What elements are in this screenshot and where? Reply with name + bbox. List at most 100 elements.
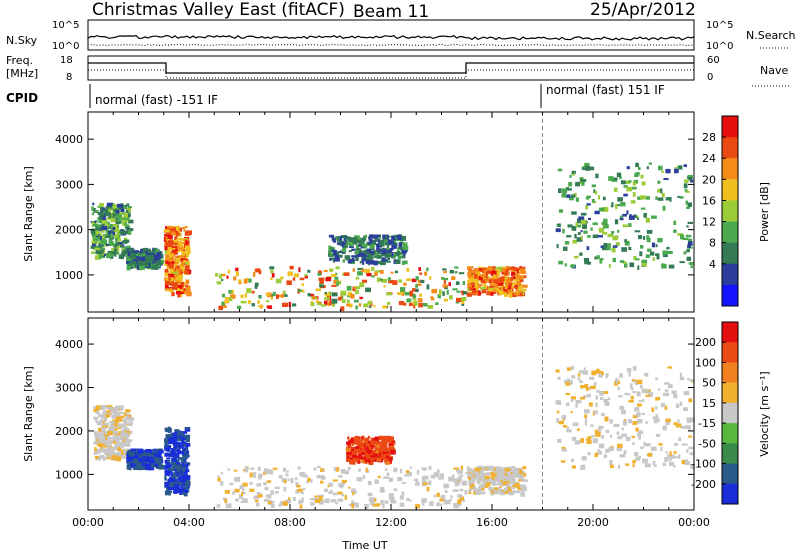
echo-cell — [172, 254, 176, 258]
echo-cell — [632, 421, 638, 425]
echo-cell — [131, 465, 138, 468]
echo-cell — [242, 498, 248, 503]
echo-cell — [107, 431, 113, 436]
echo-cell — [476, 465, 483, 470]
echo-cell — [179, 490, 182, 495]
echo-cell — [459, 488, 464, 492]
echo-cell — [384, 458, 389, 462]
xtick-label: 12:00 — [375, 516, 407, 529]
echo-cell — [115, 242, 120, 246]
echo-cell — [382, 503, 385, 509]
echo-cell — [351, 443, 354, 447]
echo-cell — [491, 284, 498, 289]
echo-cell — [563, 424, 568, 428]
echo-cell — [655, 414, 659, 418]
echo-cell — [380, 260, 386, 264]
echo-cell — [369, 259, 374, 265]
echo-cell — [673, 451, 677, 454]
echo-cell — [167, 469, 173, 474]
echo-cell — [477, 479, 480, 482]
echo-cell — [174, 431, 180, 436]
echo-cell — [493, 279, 500, 284]
echo-cell — [113, 209, 118, 213]
echo-cell — [362, 253, 368, 257]
echo-cell — [462, 291, 468, 295]
echo-cell — [513, 267, 518, 271]
echo-cell — [122, 455, 127, 459]
echo-cell — [584, 383, 589, 389]
echo-cell — [137, 261, 143, 265]
echo-cell — [454, 481, 460, 487]
echo-cell — [100, 455, 105, 459]
echo-cell — [598, 373, 603, 378]
echo-cell — [331, 284, 337, 287]
echo-cell — [575, 224, 582, 228]
echo-cell — [600, 245, 606, 249]
echo-cell — [573, 255, 579, 259]
echo-cell — [157, 458, 163, 461]
echo-cell — [135, 461, 139, 465]
echo-cell — [241, 492, 244, 496]
echo-cell — [504, 292, 507, 297]
echo-cell — [128, 417, 135, 421]
echo-cell — [498, 470, 503, 474]
echo-cell — [170, 241, 174, 245]
echo-cell — [170, 231, 176, 236]
echo-cell — [182, 462, 185, 467]
echo-cell — [112, 204, 117, 208]
echo-cell — [555, 400, 561, 405]
echo-cell — [385, 455, 389, 459]
echo-cell — [169, 481, 173, 485]
echo-cell — [299, 472, 306, 477]
colorbar-tick-label: 200 — [695, 336, 716, 349]
colorbar-swatch — [722, 284, 738, 307]
echo-cell — [632, 186, 637, 190]
echo-cell — [101, 207, 105, 210]
echo-cell — [355, 446, 360, 449]
echo-cell — [488, 486, 494, 491]
echo-cell — [355, 250, 359, 254]
echo-cell — [156, 256, 160, 261]
echo-cell — [240, 294, 244, 298]
echo-cell — [148, 460, 155, 465]
echo-cell — [565, 382, 571, 386]
echo-cell — [369, 239, 373, 243]
echo-cell — [390, 444, 395, 447]
nsky-right-tick-bottom: 10^0 — [706, 41, 733, 52]
echo-cell — [358, 468, 361, 472]
echo-cell — [487, 478, 492, 482]
echo-cell — [318, 277, 325, 281]
echo-cell — [270, 269, 274, 273]
echo-cell — [341, 249, 347, 252]
echo-cell — [400, 287, 406, 293]
echo-cell — [615, 204, 618, 209]
echo-cell — [93, 208, 96, 213]
echo-cell — [569, 188, 572, 191]
echo-cell — [638, 400, 643, 402]
echo-cell — [171, 292, 175, 297]
echo-cell — [376, 255, 383, 259]
echo-cell — [520, 491, 525, 497]
echo-cell — [414, 478, 418, 482]
echo-cell — [361, 452, 365, 456]
echo-cell — [614, 219, 619, 225]
echo-cell — [320, 468, 325, 472]
date-label: 25/Apr/2012 — [590, 0, 696, 20]
echo-cell — [101, 226, 107, 231]
echo-cell — [516, 275, 523, 280]
echo-cell — [351, 437, 357, 440]
echo-cell — [382, 449, 388, 452]
echo-cell — [341, 299, 346, 303]
echo-cell — [457, 477, 462, 481]
echo-cell — [662, 205, 666, 211]
echo-cell — [504, 475, 510, 480]
echo-cell — [358, 241, 365, 246]
echo-cell — [378, 261, 383, 264]
echo-cell — [248, 278, 252, 283]
echo-cell — [662, 254, 668, 258]
echo-cell — [689, 452, 695, 456]
echo-cell — [654, 464, 657, 468]
echo-cell — [628, 223, 632, 227]
echo-cell — [155, 263, 159, 266]
echo-cell — [370, 440, 375, 445]
